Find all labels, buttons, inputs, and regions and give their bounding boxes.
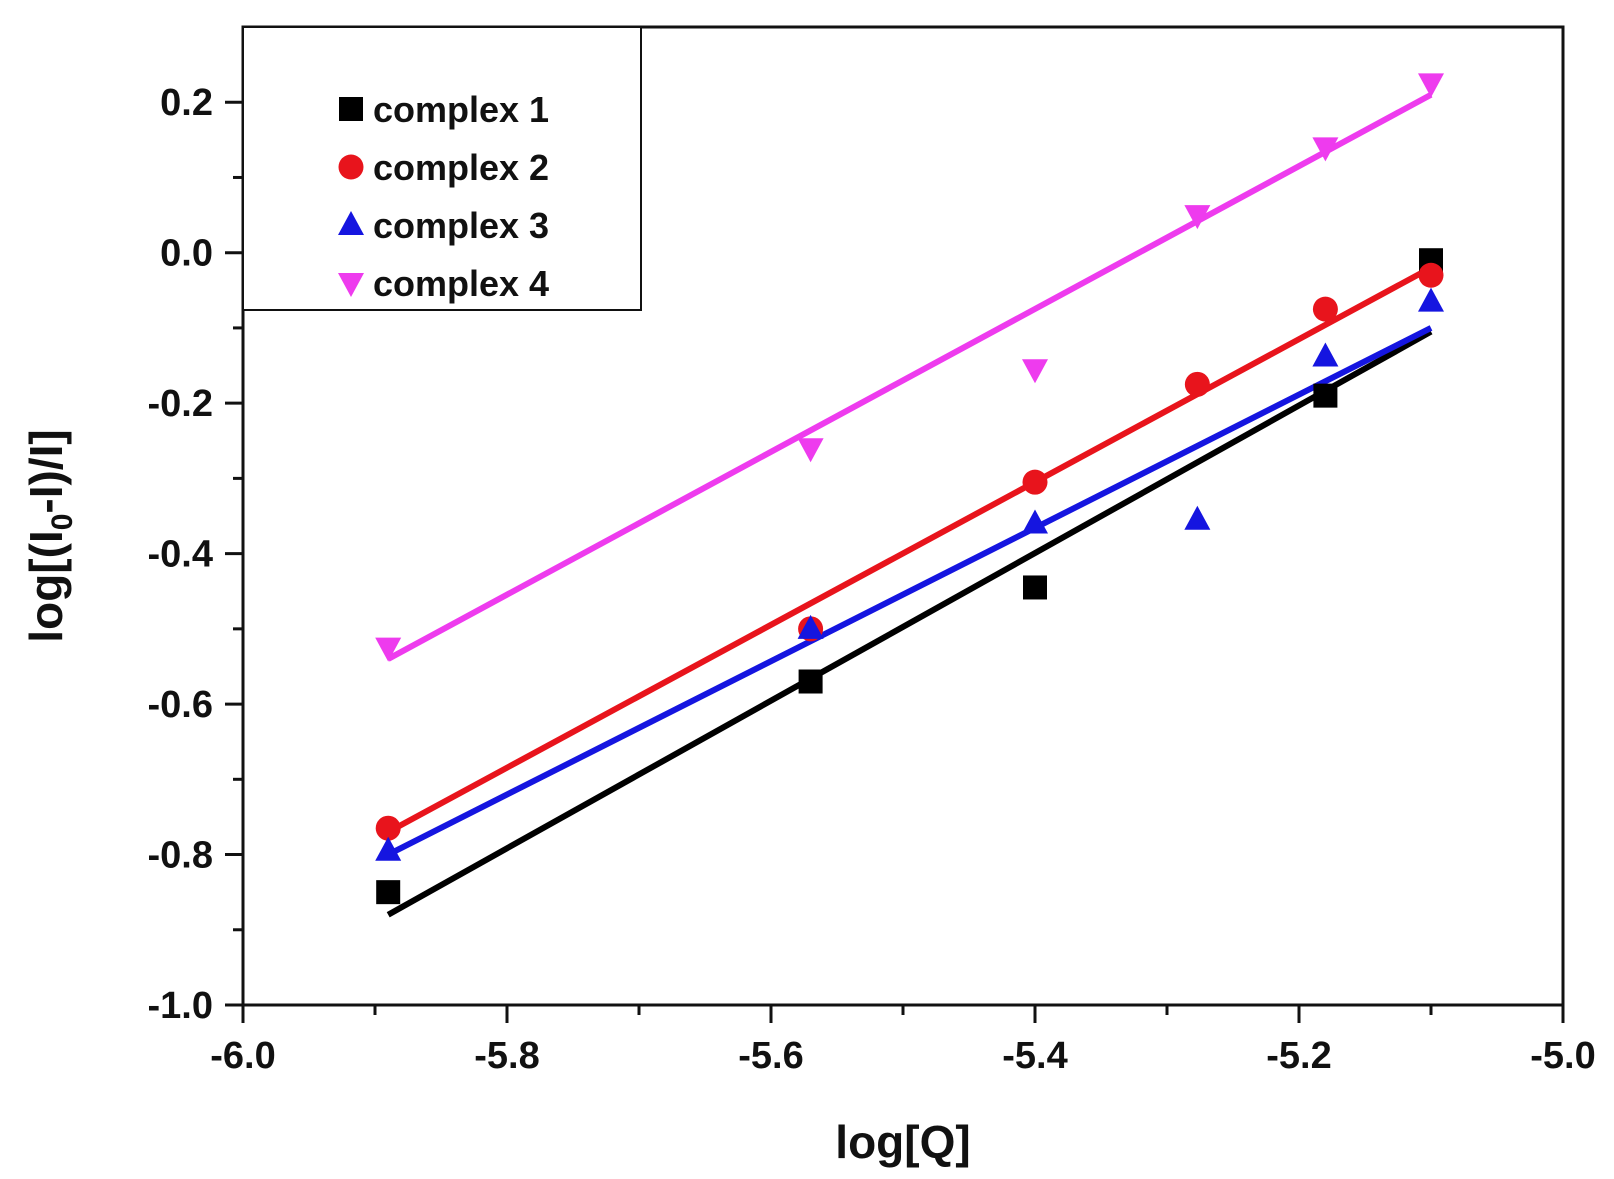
y-axis-title-prefix: log[(I (20, 530, 72, 642)
y-axis-title-subscript: 0 (46, 514, 79, 531)
y-tick-label: -0.2 (148, 383, 213, 425)
y-tick-label: -0.8 (148, 835, 213, 877)
y-tick-label: -0.4 (148, 534, 213, 576)
x-tick-label: -5.4 (1002, 1035, 1067, 1077)
y-tick-label: 0.2 (160, 82, 213, 124)
y-axis-ticks: -1.0 -0.8 -0.6 -0.4 -0.2 0.0 0.2 (148, 82, 243, 1027)
y-axis-title-suffix: -I)/I] (20, 429, 72, 513)
data-point-series-4 (1184, 205, 1211, 230)
legend-entries: complex 1 complex 2 complex 3 complex 4 (338, 89, 549, 304)
data-point-series-3 (797, 614, 824, 639)
data-point-series-4 (375, 637, 402, 662)
x-tick-label: -5.6 (738, 1035, 803, 1077)
data-point-series-2 (375, 815, 401, 841)
legend-marker-series-3 (338, 211, 364, 235)
fit-line-series-4 (386, 92, 1433, 662)
data-point-series-1 (798, 669, 823, 694)
data-point-series-2 (1312, 296, 1338, 322)
data-point-series-3 (1022, 509, 1048, 534)
x-tick-label: -6.0 (210, 1035, 275, 1077)
data-point-series-2 (1022, 469, 1048, 495)
y-tick-label: 0.0 (160, 233, 213, 275)
legend-marker-series-2 (338, 154, 364, 180)
data-point-series-2 (1418, 262, 1444, 288)
fit-line-series-1 (386, 329, 1433, 918)
data-point-series-3 (375, 836, 402, 861)
data-point-series-4 (797, 438, 824, 463)
data-point-series-3 (1312, 342, 1339, 367)
legend-label: complex 3 (373, 205, 549, 246)
x-tick-label: -5.0 (1530, 1035, 1595, 1077)
legend: complex 1 complex 2 complex 3 complex 4 (242, 26, 642, 311)
data-point-series-1 (376, 880, 401, 905)
data-point-series-4 (1418, 73, 1444, 98)
data-point-series-1 (1023, 575, 1047, 600)
y-tick-label: -0.6 (148, 684, 213, 726)
legend-marker-series-4 (338, 273, 364, 297)
legend-marker-series-1 (339, 97, 363, 121)
data-point-series-4 (1022, 359, 1048, 384)
x-tick-label: -5.8 (474, 1035, 539, 1077)
legend-label: complex 4 (373, 263, 549, 304)
data-point-series-4 (1312, 137, 1339, 162)
fit-line-series-3 (386, 325, 1433, 858)
data-point-series-2 (1184, 371, 1210, 397)
data-points (375, 73, 1444, 905)
legend-label: complex 2 (373, 147, 549, 188)
y-tick-label: -1.0 (148, 985, 213, 1027)
fit-line-series-2 (386, 265, 1433, 835)
x-axis-ticks: -6.0 -5.8 -5.6 -5.4 -5.2 -5.0 (210, 1005, 1596, 1077)
data-point-series-1 (1313, 383, 1338, 408)
data-point-series-3 (1418, 287, 1444, 312)
x-axis-title: log[Q] (835, 1116, 970, 1168)
x-tick-label: -5.2 (1266, 1035, 1331, 1077)
legend-box (242, 26, 642, 311)
y-axis-title: log[(I0-I)/I] (20, 429, 79, 642)
data-point-series-3 (1184, 505, 1211, 530)
legend-label: complex 1 (373, 89, 549, 130)
fit-lines (386, 92, 1433, 918)
